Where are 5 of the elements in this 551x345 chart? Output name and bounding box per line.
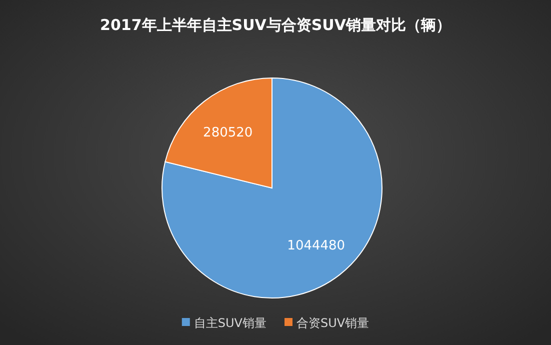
legend-item: 自主SUV销量 xyxy=(182,316,266,330)
data-label: 280520 xyxy=(203,126,253,141)
legend-item: 合资SUV销量 xyxy=(284,316,370,330)
chart-title: 2017年上半年自主SUV与合资SUV销量对比（辆） xyxy=(100,16,451,34)
data-label: 1044480 xyxy=(287,238,346,254)
